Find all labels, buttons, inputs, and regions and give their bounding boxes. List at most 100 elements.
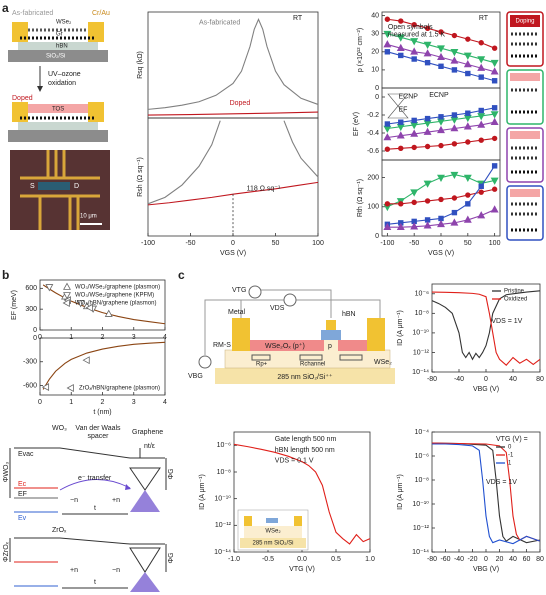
marker [104, 309, 113, 317]
label: Doping [515, 19, 534, 25]
marker [450, 56, 459, 64]
x-tick-label: 0 [484, 376, 488, 383]
marker [384, 49, 391, 55]
label: oxidation [48, 80, 76, 87]
y-tick-label: 40 [371, 12, 379, 19]
marker [62, 299, 70, 307]
legend-title: VTG (V) = [496, 436, 528, 443]
y-axis-label: EF (meV) [11, 290, 18, 320]
side-boxes: Doping [506, 11, 544, 241]
marker [438, 142, 444, 149]
series-line [432, 443, 541, 545]
marker [410, 189, 419, 197]
marker [423, 49, 432, 57]
label: VTG [232, 287, 246, 294]
series-line [387, 165, 496, 225]
label: Cr/Au [92, 10, 110, 17]
marker [491, 78, 498, 84]
annotation: RT [293, 15, 303, 22]
marker [411, 117, 417, 124]
legend-label: 0 [508, 445, 512, 451]
marker [490, 111, 499, 119]
label: SiO₂/Si [46, 54, 65, 60]
y-tick-label: 0 [375, 85, 379, 92]
legend-label: 1 [508, 461, 512, 467]
label: As-fabricated [12, 10, 53, 17]
marker [383, 133, 392, 141]
marker [465, 110, 471, 116]
marker [85, 303, 93, 312]
y-tick-label: 10⁻¹⁰ [412, 500, 429, 508]
y-axis-label: Rsq (kΩ) [137, 51, 144, 79]
annotation: VDS = 0.1 V [275, 458, 314, 465]
marker [451, 32, 458, 39]
marker [463, 60, 472, 68]
x-tick-label: 0.0 [297, 556, 307, 563]
marker [478, 40, 484, 46]
marker [491, 186, 498, 192]
marker [76, 300, 85, 308]
marker [437, 52, 445, 61]
marker [384, 146, 391, 152]
label: ΦWO₃ [3, 462, 10, 483]
y-tick-label: 10⁻⁸ [415, 310, 429, 317]
x-tick-label: -40 [454, 376, 464, 383]
y-tick-label: 100 [367, 204, 379, 211]
y-tick-label: 10⁻⁶ [415, 291, 429, 298]
label: RM-S [213, 342, 231, 349]
label: ZrOₓ [52, 527, 67, 534]
x-tick-label: 0.5 [331, 556, 341, 563]
x-axis-label: VGS (V) [220, 250, 246, 257]
marker [491, 135, 498, 142]
x-tick-label: 0 [231, 240, 235, 247]
marker [411, 144, 417, 151]
annotation: ECNP [429, 92, 449, 99]
y-axis-label: EF (eV) [353, 112, 360, 136]
diagram-b: WO₃ Van der Waals spacer Graphene Evac n… [3, 425, 175, 592]
x-tick-label: -0.5 [262, 556, 274, 563]
marker [410, 47, 419, 55]
marker [384, 16, 391, 22]
marker [451, 195, 458, 201]
y-tick-label: 20 [371, 49, 379, 56]
schematic-c: VTG VDS hBN Metal RM-S WSe₂Oₓ (p⁺) p VBG… [188, 285, 395, 384]
x-tick-label: -1.0 [228, 556, 240, 563]
y-axis-label: Rsh (Ω sq⁻¹) [137, 157, 144, 197]
legend-label: Pristine [504, 289, 525, 295]
marker [465, 192, 471, 198]
label: t [94, 579, 96, 586]
label: Graphene [132, 429, 163, 436]
panel-label: a [2, 1, 9, 15]
marker [477, 63, 486, 71]
y-tick-label: 10⁻⁶ [217, 442, 231, 449]
marker [490, 117, 499, 125]
x-tick-label: -40 [454, 556, 464, 563]
marker [450, 171, 459, 180]
y-tick-label: 30 [371, 31, 379, 38]
label: Metal [228, 309, 246, 316]
marker [491, 105, 498, 111]
marker [398, 119, 404, 125]
marker [423, 180, 432, 188]
y-tick-label: 0 [33, 327, 37, 334]
marker [478, 74, 484, 80]
marker [411, 56, 417, 62]
marker [410, 38, 419, 46]
annotation: EF [399, 106, 408, 113]
y-tick-label: 10⁻¹⁴ [214, 549, 231, 556]
x-tick-label: 0 [439, 240, 443, 247]
y-tick-label: 10⁻¹² [215, 522, 232, 529]
legend-label: WO₃/WSe₂/graphene (KPFM) [75, 293, 154, 299]
marker [424, 59, 431, 66]
marker [398, 145, 404, 151]
x-tick-label: 80 [536, 376, 544, 383]
marker [490, 67, 499, 75]
series-label: As-fabricated [199, 19, 240, 26]
marker [66, 384, 74, 392]
marker [450, 124, 459, 132]
marker [490, 59, 499, 68]
x-tick-label: 60 [523, 556, 531, 563]
marker [82, 356, 90, 365]
label: Rp+ [256, 362, 268, 368]
